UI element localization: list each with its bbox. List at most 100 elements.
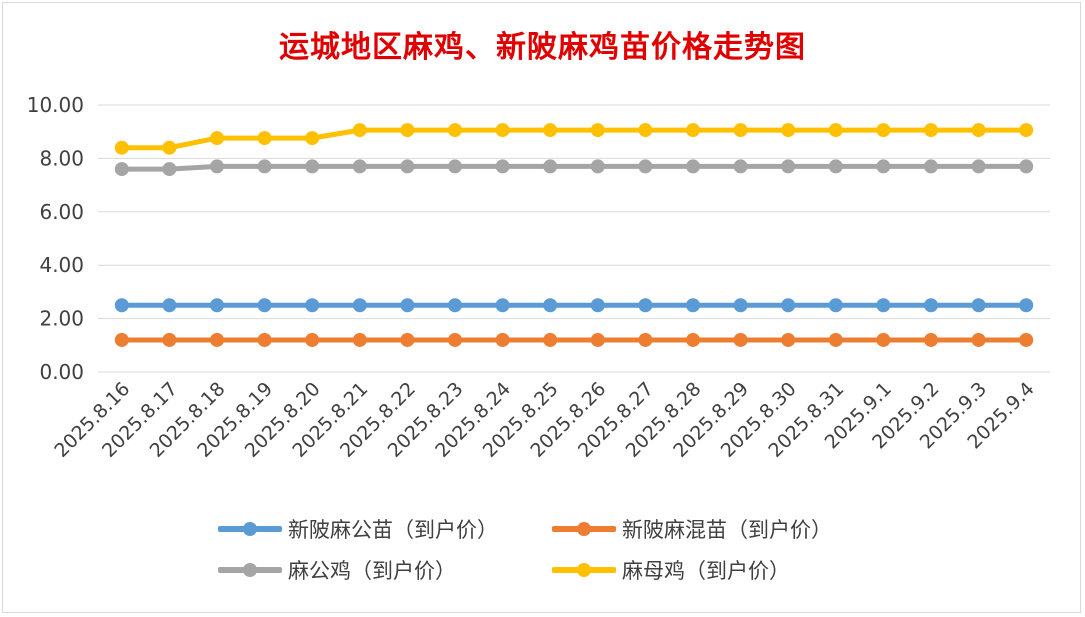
gridlines	[98, 104, 1050, 373]
data-point	[590, 332, 605, 347]
legend-marker-series-4	[577, 563, 591, 577]
data-point	[1019, 123, 1034, 138]
y-axis-ticks: 0.00 2.00 4.00 6.00 8.00 10.00	[27, 93, 84, 384]
y-tick-label: 6.00	[39, 200, 84, 224]
legend-swatch-series-2	[552, 519, 616, 539]
data-point	[305, 332, 320, 347]
data-point	[495, 123, 510, 138]
data-point	[114, 332, 129, 347]
data-point	[590, 123, 605, 138]
y-tick-label: 2.00	[39, 307, 84, 331]
data-point	[305, 159, 320, 174]
legend-item-series-4: 麻母鸡（到户价）	[552, 553, 790, 587]
data-point	[352, 332, 367, 347]
data-point	[781, 123, 796, 138]
series-1	[114, 298, 1034, 313]
legend-swatch-series-1	[218, 519, 282, 539]
data-point	[1019, 298, 1034, 313]
data-point	[400, 159, 415, 174]
data-point	[543, 298, 558, 313]
legend-label-series-4: 麻母鸡（到户价）	[622, 559, 790, 583]
data-point	[638, 298, 653, 313]
data-point	[638, 332, 653, 347]
data-point	[257, 159, 272, 174]
data-point	[876, 298, 891, 313]
data-point	[257, 332, 272, 347]
legend-marker-series-1	[243, 522, 257, 536]
data-point	[305, 131, 320, 146]
data-point	[162, 162, 177, 177]
data-point	[1019, 332, 1034, 347]
data-point	[257, 131, 272, 146]
data-point	[638, 159, 653, 174]
series-4	[114, 123, 1034, 155]
chart-title: 运城地区麻鸡、新陂麻鸡苗价格走势图	[279, 30, 806, 65]
data-point	[210, 332, 224, 347]
data-point	[781, 298, 796, 313]
legend-label-series-1: 新陂麻公苗（到户价）	[288, 518, 498, 542]
data-point	[495, 332, 510, 347]
legend-marker-series-2	[577, 522, 591, 536]
data-point	[400, 298, 415, 313]
data-point	[686, 123, 700, 138]
data-point	[543, 332, 558, 347]
data-point	[638, 123, 653, 138]
data-point	[210, 131, 224, 146]
data-point	[733, 159, 748, 174]
data-point	[828, 298, 843, 313]
data-point	[162, 332, 177, 347]
data-point	[924, 332, 938, 347]
data-point	[924, 123, 938, 138]
y-tick-label: 10.00	[27, 93, 84, 117]
data-point	[733, 332, 748, 347]
data-point	[210, 298, 224, 313]
data-point	[352, 298, 367, 313]
data-point	[971, 332, 986, 347]
data-point	[114, 162, 129, 177]
legend-item-series-3: 麻公鸡（到户价）	[218, 553, 456, 587]
legend-label-series-2: 新陂麻混苗（到户价）	[622, 518, 832, 542]
data-point	[686, 298, 700, 313]
data-point	[305, 298, 320, 313]
data-point	[448, 332, 462, 347]
data-point	[828, 159, 843, 174]
data-point	[352, 123, 367, 138]
data-point	[733, 298, 748, 313]
data-point	[781, 332, 796, 347]
data-point	[876, 159, 891, 174]
legend-marker-series-3	[243, 563, 257, 577]
data-point	[781, 159, 796, 174]
data-point	[400, 123, 415, 138]
data-point	[828, 332, 843, 347]
data-point	[971, 298, 986, 313]
data-point	[590, 159, 605, 174]
data-point	[448, 123, 462, 138]
series-3	[114, 159, 1034, 177]
legend-label-series-3: 麻公鸡（到户价）	[288, 559, 456, 583]
data-point	[686, 159, 700, 174]
legend-swatch-series-3	[218, 560, 282, 580]
data-point	[971, 159, 986, 174]
data-point	[733, 123, 748, 138]
data-point	[828, 123, 843, 138]
data-point	[590, 298, 605, 313]
data-point	[257, 298, 272, 313]
data-point	[924, 159, 938, 174]
data-point	[114, 140, 129, 155]
data-point	[495, 298, 510, 313]
y-tick-label: 0.00	[39, 360, 84, 384]
data-point	[924, 298, 938, 313]
data-point	[543, 159, 558, 174]
data-point	[162, 298, 177, 313]
legend-item-series-2: 新陂麻混苗（到户价）	[552, 512, 832, 546]
data-point	[686, 332, 700, 347]
series-line-4	[119, 127, 1029, 151]
data-point	[448, 159, 462, 174]
data-point	[876, 332, 891, 347]
y-tick-label: 8.00	[39, 146, 84, 170]
data-point	[114, 298, 129, 313]
data-point	[543, 123, 558, 138]
data-point	[162, 140, 177, 155]
data-point	[400, 332, 415, 347]
